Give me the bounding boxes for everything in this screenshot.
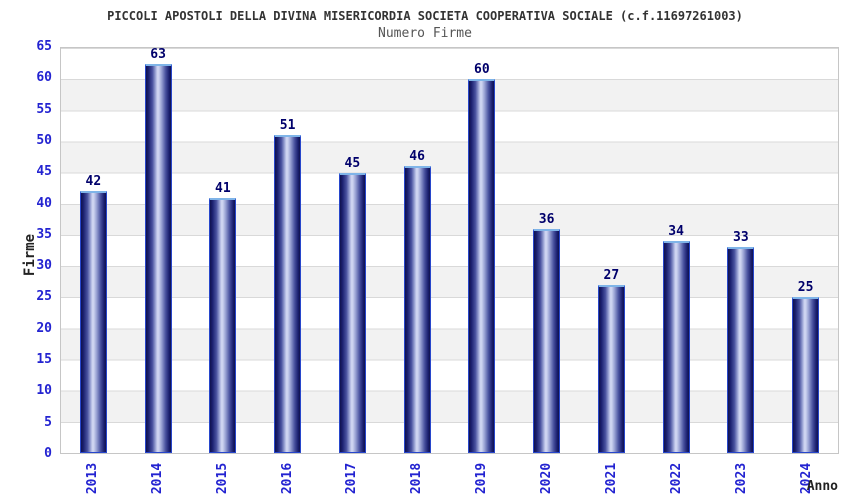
bar-value-label: 46 [409,149,425,165]
bar-value-label: 25 [797,280,814,296]
bar-2014 [144,64,172,453]
x-tick-label-2017: 2017 [344,462,360,494]
x-axis-label: Anno [806,479,838,494]
x-tick-cell: 2023 [709,459,774,497]
y-tick-label-5: 5 [44,414,52,430]
x-tick-cell: 2017 [320,459,385,497]
bar-value-label: 41 [215,180,231,196]
bar-2021 [597,284,625,453]
chart-title: PICCOLI APOSTOLI DELLA DIVINA MISERICORD… [107,9,743,23]
bar-value-label: 45 [344,155,361,171]
y-tick-label-40: 40 [36,195,52,211]
y-axis-ticks: 0 5 10 15 20 25 30 35 40 45 50 55 60 65 [0,40,52,461]
bar-slot-2023: 33 [709,48,774,453]
x-tick-label-2014: 2014 [149,462,165,494]
bar-value-label: 42 [85,174,102,190]
bar-value-label: 27 [603,267,620,283]
x-tick-label-2013: 2013 [84,462,100,494]
bar-slot-2021: 27 [579,48,644,453]
bar-slot-2019: 60 [450,48,515,453]
y-tick-label-35: 35 [36,226,52,242]
bar-2013 [79,191,107,453]
x-tick-cell: 2013 [60,459,125,497]
bars-layer: 42 63 41 51 45 46 60 36 27 34 33 25 [61,48,838,453]
x-tick-cell: 2015 [190,459,255,497]
bar-2017 [338,172,366,453]
chart-subtitle: Numero Firme [378,26,472,41]
x-tick-label-2015: 2015 [214,462,230,494]
y-tick-label-30: 30 [36,258,52,274]
bar-slot-2014: 63 [126,48,191,453]
x-tick-cell: 2022 [644,459,709,497]
bar-value-label: 51 [279,118,296,134]
bar-slot-2013: 42 [61,48,126,453]
x-tick-cell: 2016 [255,459,320,497]
bar-slot-2015: 41 [191,48,256,453]
x-tick-cell: 2019 [450,459,515,497]
bar-slot-2022: 34 [644,48,709,453]
x-tick-label-2021: 2021 [604,462,620,494]
x-tick-cell: 2021 [579,459,644,497]
y-tick-label-60: 60 [36,70,52,86]
x-tick-label-2019: 2019 [474,462,490,494]
x-tick-label-2016: 2016 [279,462,295,494]
bar-slot-2016: 51 [255,48,320,453]
bar-slot-2024: 25 [773,48,838,453]
bar-2020 [533,228,561,453]
y-tick-label-65: 65 [36,39,52,54]
x-tick-label-2018: 2018 [409,462,425,494]
x-axis-ticks: 2013 2014 2015 2016 2017 2018 2019 2020 2021 2022… [60,459,839,497]
bar-slot-2018: 46 [385,48,450,453]
x-tick-label-2023: 2023 [734,462,750,494]
bar-2023 [727,247,755,453]
bar-value-label: 33 [733,230,749,246]
x-tick-label-2022: 2022 [669,462,685,494]
bar-2022 [662,241,690,453]
y-tick-label-0: 0 [44,446,52,461]
plot-area: 42 63 41 51 45 46 60 36 27 34 33 25 [60,47,839,454]
x-tick-cell: 2020 [514,459,579,497]
y-tick-label-20: 20 [36,320,52,336]
bar-2018 [403,166,431,453]
y-tick-label-55: 55 [36,101,52,117]
y-tick-label-15: 15 [36,352,52,368]
bar-value-label: 34 [668,224,684,240]
bar-slot-2020: 36 [514,48,579,453]
bar-2016 [274,135,302,453]
x-tick-label-2020: 2020 [539,462,555,494]
bar-value-label: 36 [538,211,555,227]
bar-2024 [792,297,820,453]
y-tick-label-50: 50 [36,132,52,148]
y-tick-label-25: 25 [36,289,52,305]
x-tick-cell: 2018 [385,459,450,497]
bar-2015 [209,197,237,453]
bar-value-label: 60 [474,62,490,78]
y-tick-label-45: 45 [36,164,52,180]
bar-value-label: 63 [150,47,166,62]
x-tick-cell: 2014 [125,459,190,497]
bar-slot-2017: 45 [320,48,385,453]
bar-2019 [468,79,496,453]
y-tick-label-10: 10 [36,383,52,399]
